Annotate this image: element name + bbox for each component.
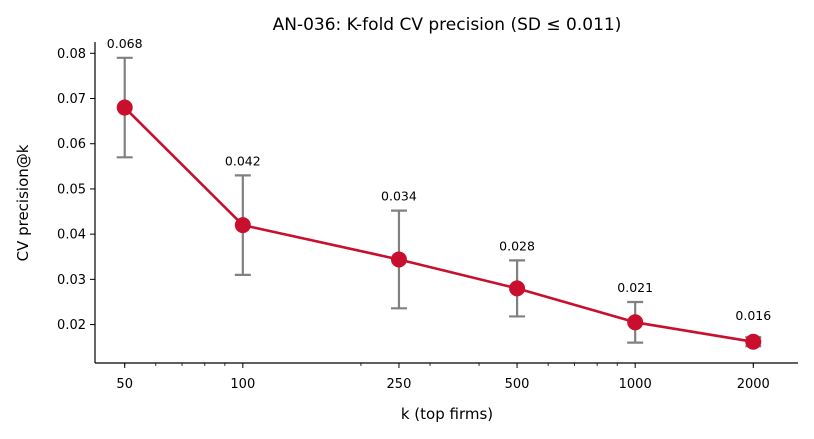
series-line-group bbox=[123, 106, 754, 344]
x-tick-label: 2000 bbox=[737, 377, 770, 392]
y-tick-label: 0.05 bbox=[57, 182, 86, 197]
data-label: 0.028 bbox=[499, 238, 535, 253]
x-tick-label: 1000 bbox=[619, 377, 652, 392]
y-axis-label: CV precision@k bbox=[14, 144, 32, 261]
x-tick-label: 50 bbox=[116, 377, 133, 392]
data-label: 0.068 bbox=[107, 36, 143, 51]
y-tick-label: 0.02 bbox=[57, 318, 86, 333]
x-tick-label: 100 bbox=[230, 377, 255, 392]
data-point bbox=[509, 280, 526, 297]
y-tick-label: 0.03 bbox=[57, 273, 86, 288]
data-point bbox=[116, 99, 133, 116]
data-label: 0.042 bbox=[225, 153, 261, 168]
data-points bbox=[116, 99, 762, 350]
error-bars bbox=[116, 56, 762, 348]
y-tick-label: 0.04 bbox=[57, 228, 86, 243]
x-axis-label: k (top firms) bbox=[401, 405, 493, 423]
data-label: 0.034 bbox=[381, 189, 417, 204]
y-tick-label: 0.08 bbox=[57, 47, 86, 62]
x-tick-label: 500 bbox=[505, 377, 530, 392]
data-point bbox=[627, 314, 644, 331]
data-point bbox=[234, 217, 251, 234]
data-labels: 0.068 0.042 0.034 0.028 0.021 0.016 bbox=[107, 36, 771, 323]
data-label: 0.021 bbox=[617, 280, 653, 295]
y-tick-label: 0.07 bbox=[57, 92, 86, 107]
axes: 0.02 0.03 0.04 0.05 0.06 0.07 0.08 50 100 250 500 1… bbox=[57, 42, 798, 392]
chart-title: AN-036: K-fold CV precision (SD ≤ 0.011) bbox=[273, 15, 622, 35]
data-point bbox=[390, 251, 407, 268]
series-line bbox=[123, 106, 754, 344]
x-tick-label: 250 bbox=[387, 377, 412, 392]
data-point bbox=[745, 333, 762, 350]
data-label: 0.016 bbox=[735, 308, 771, 323]
y-tick-label: 0.06 bbox=[57, 137, 86, 152]
